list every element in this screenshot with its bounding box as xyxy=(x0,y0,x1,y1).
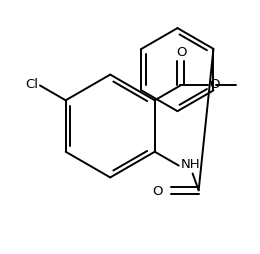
Text: O: O xyxy=(176,46,187,59)
Text: O: O xyxy=(153,185,163,198)
Text: Cl: Cl xyxy=(25,78,38,91)
Text: NH: NH xyxy=(181,158,200,171)
Text: O: O xyxy=(209,78,220,91)
